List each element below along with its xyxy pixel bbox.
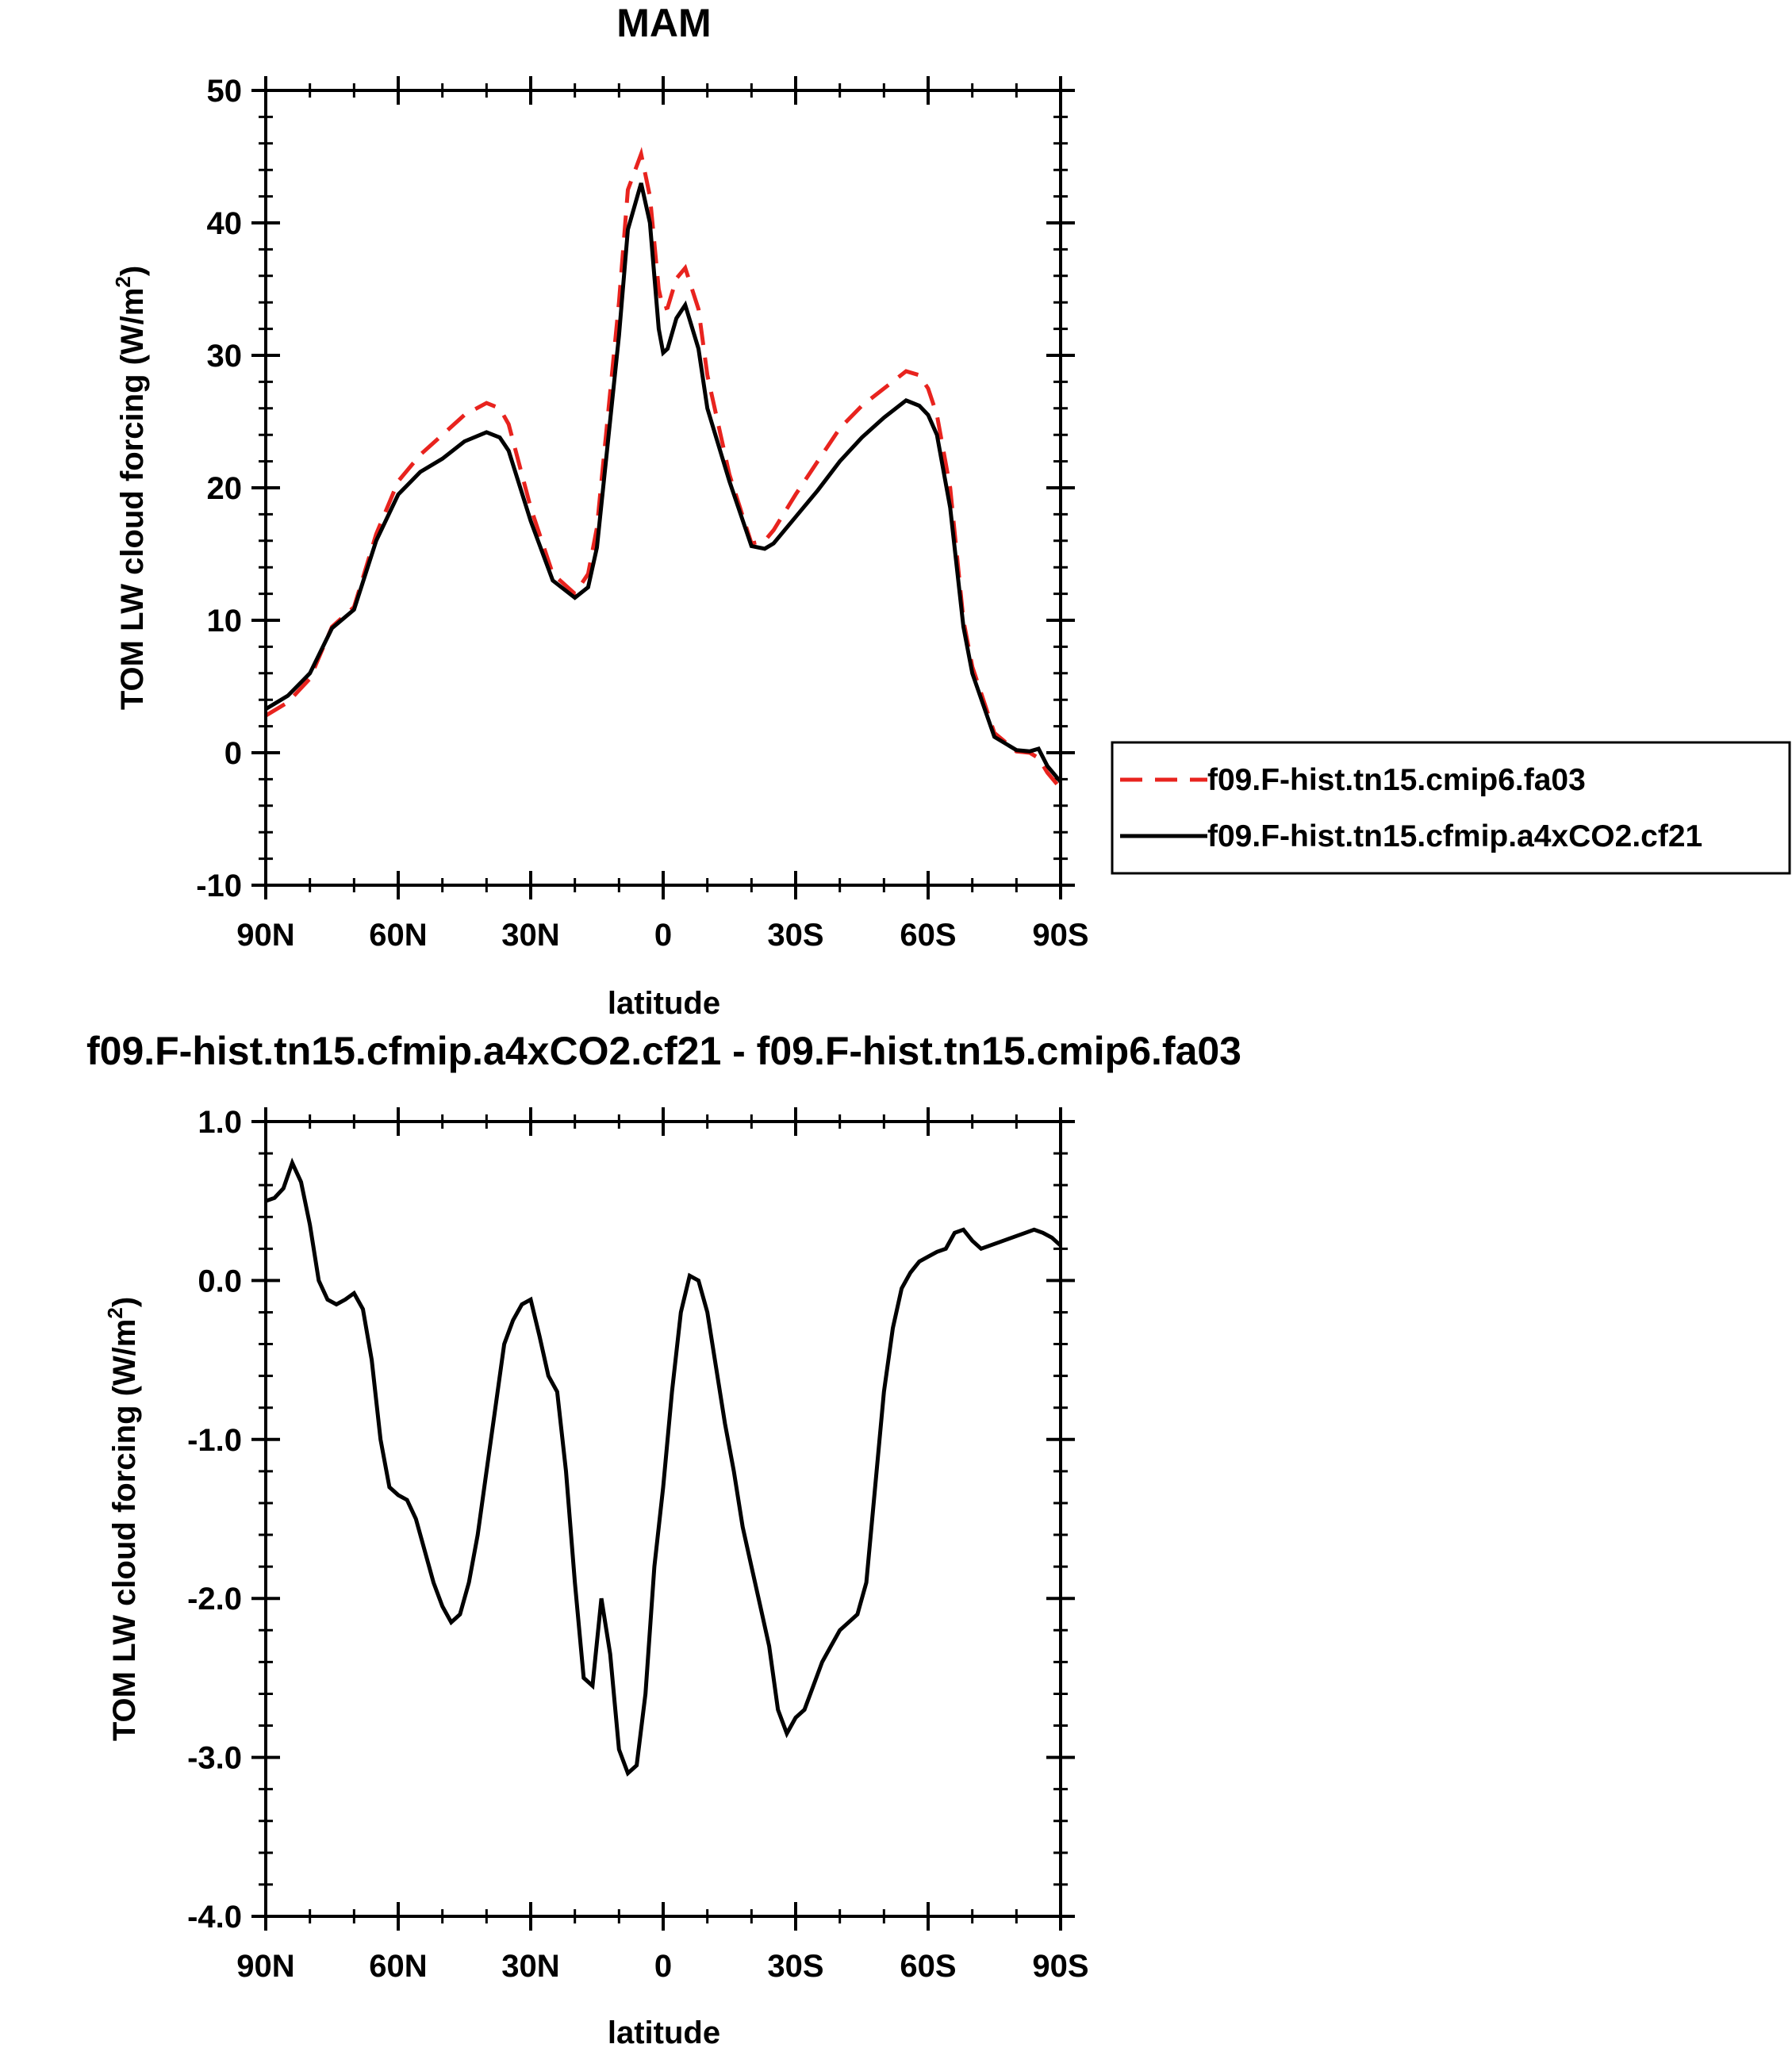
y-tick-label: -1.0	[187, 1423, 242, 1458]
x-tick-label: 60N	[369, 1949, 427, 1984]
bottom-chart: f09.F-hist.tn15.cfmip.a4xCO2.cf21 - f09.…	[86, 1029, 1241, 2048]
y-tick-label: -4.0	[187, 1900, 242, 1935]
bottom-chart-y-axis-label: TOM LW cloud forcing (W/m2)	[103, 1297, 142, 1741]
top-chart-series	[264, 147, 1062, 790]
series-line-difference	[265, 1157, 1062, 1777]
bottom-chart-y-axis-label-sup: 2	[103, 1307, 127, 1318]
y-tick-label: 20	[207, 471, 243, 506]
x-tick-label: 90S	[1032, 1949, 1088, 1984]
legend: f09.F-hist.tn15.cmip6.fa03 f09.F-hist.tn…	[1111, 741, 1791, 875]
top-chart-y-axis-label-sup: 2	[111, 276, 135, 287]
bottom-chart-series	[265, 1157, 1062, 1777]
top-chart-y-axis-label-close: )	[115, 266, 150, 276]
y-tick-label: 40	[207, 206, 243, 241]
bottom-chart-y-tick-labels: 1.0 0.0 -1.0 -2.0 -3.0 -4.0	[187, 1105, 242, 1935]
x-tick-label: 60S	[900, 1949, 956, 1984]
x-tick-label: 30N	[501, 918, 559, 953]
y-tick-label: 0.0	[198, 1264, 242, 1298]
y-tick-label: 10	[207, 604, 243, 639]
top-chart-y-axis-label-main: TOM LW cloud forcing (W/m	[115, 288, 150, 711]
x-tick-label: 30S	[767, 918, 823, 953]
bottom-chart-y-axis-label-main: TOM LW cloud forcing (W/m	[107, 1319, 142, 1742]
top-chart-y-axis-label: TOM LW cloud forcing (W/m2)	[111, 266, 150, 710]
x-tick-label: 90N	[236, 918, 294, 953]
top-chart-plot-frame	[264, 89, 1062, 887]
legend-box	[1111, 741, 1791, 875]
y-tick-label: -3.0	[187, 1741, 242, 1776]
x-tick-label: 60S	[900, 918, 956, 953]
x-tick-label: 90S	[1032, 918, 1088, 953]
bottom-chart-y-axis-label-close: )	[107, 1297, 142, 1307]
top-chart-title: MAM	[616, 1, 711, 45]
bottom-chart-plot-frame	[264, 1120, 1062, 1918]
x-tick-label: 30N	[501, 1949, 559, 1984]
top-chart-y-tick-labels: 50 40 30 20 10 0 -10	[196, 74, 242, 903]
y-tick-label: -10	[196, 869, 242, 903]
bottom-chart-x-axis-label: latitude	[608, 2015, 720, 2048]
x-tick-label: 30S	[767, 1949, 823, 1984]
y-tick-label: -2.0	[187, 1582, 242, 1617]
legend-label-fa03: f09.F-hist.tn15.cmip6.fa03	[1207, 763, 1586, 797]
top-chart-x-axis-label: latitude	[608, 986, 720, 1021]
y-tick-label: 50	[207, 74, 243, 109]
y-tick-label: 0	[224, 736, 242, 771]
x-tick-label: 0	[654, 918, 672, 953]
bottom-chart-x-tick-labels: 90N 60N 30N 0 30S 60S 90S	[236, 1949, 1088, 1984]
x-tick-label: 60N	[369, 918, 427, 953]
series-line-fa03	[264, 147, 1062, 790]
series-line-cf21	[264, 182, 1062, 784]
bottom-chart-title: f09.F-hist.tn15.cfmip.a4xCO2.cf21 - f09.…	[86, 1029, 1241, 1073]
x-tick-label: 0	[654, 1949, 672, 1984]
top-chart-x-tick-labels: 90N 60N 30N 0 30S 60S 90S	[236, 918, 1088, 953]
y-tick-label: 30	[207, 339, 243, 374]
top-chart: MAM 50 40 30 20 10 0 -10 90N 60N 30N 0 30S 60S 90S l…	[111, 1, 1791, 1021]
y-tick-label: 1.0	[198, 1105, 242, 1140]
legend-label-cf21: f09.F-hist.tn15.cfmip.a4xCO2.cf21	[1207, 819, 1702, 853]
x-tick-label: 90N	[236, 1949, 294, 1984]
